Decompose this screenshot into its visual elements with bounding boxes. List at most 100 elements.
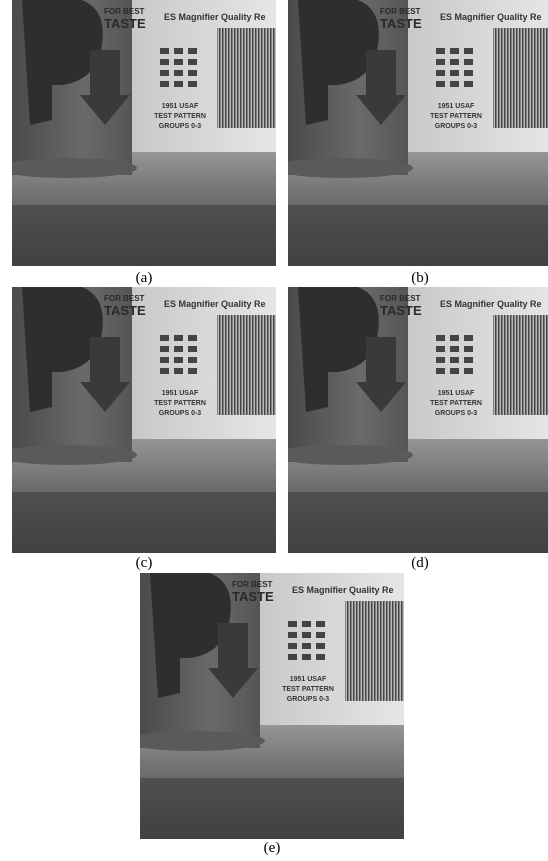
usaf-bars bbox=[174, 368, 183, 374]
usaf-bars bbox=[188, 59, 197, 65]
card-title: ES Magnifier Quality Re bbox=[164, 299, 266, 309]
caption: (e) bbox=[140, 840, 404, 857]
usaf-bars bbox=[436, 368, 445, 374]
usaf-bars bbox=[464, 81, 473, 87]
usaf-bars bbox=[174, 59, 183, 65]
card-title: ES Magnifier Quality Re bbox=[440, 299, 542, 309]
test-stripes bbox=[493, 315, 548, 415]
test-stripes bbox=[345, 601, 404, 701]
usaf-bars bbox=[188, 346, 197, 352]
usaf-bars bbox=[450, 48, 459, 54]
usaf-bars bbox=[188, 357, 197, 363]
table-edge bbox=[288, 205, 548, 266]
pattern-text: GROUPS 0-3 bbox=[287, 696, 330, 703]
can-text: FOR BEST bbox=[104, 7, 145, 16]
usaf-bars bbox=[450, 70, 459, 76]
usaf-bars bbox=[464, 357, 473, 363]
usaf-bars bbox=[302, 654, 311, 660]
test-stripes bbox=[217, 315, 276, 415]
pattern-text: TEST PATTERN bbox=[154, 400, 206, 407]
pattern-text: 1951 USAF bbox=[438, 103, 475, 110]
usaf-bars bbox=[464, 346, 473, 352]
pattern-text: GROUPS 0-3 bbox=[435, 123, 478, 130]
usaf-bars bbox=[316, 632, 325, 638]
usaf-bars bbox=[174, 70, 183, 76]
figure: FOR BESTTASTEES Magnifier Quality Re1951… bbox=[0, 0, 548, 861]
can-text: TASTE bbox=[104, 16, 146, 31]
card-title: ES Magnifier Quality Re bbox=[440, 12, 542, 22]
usaf-bars bbox=[160, 335, 169, 341]
can-text: TASTE bbox=[380, 16, 422, 31]
usaf-bars bbox=[450, 335, 459, 341]
usaf-bars bbox=[160, 346, 169, 352]
usaf-bars bbox=[464, 59, 473, 65]
usaf-bars bbox=[188, 70, 197, 76]
pattern-text: TEST PATTERN bbox=[430, 400, 482, 407]
usaf-bars bbox=[160, 81, 169, 87]
usaf-bars bbox=[464, 70, 473, 76]
usaf-bars bbox=[288, 654, 297, 660]
photo: FOR BESTTASTEES Magnifier Quality Re1951… bbox=[288, 0, 548, 266]
usaf-bars bbox=[316, 621, 325, 627]
usaf-bars bbox=[160, 48, 169, 54]
usaf-bars bbox=[450, 81, 459, 87]
usaf-bars bbox=[316, 643, 325, 649]
usaf-bars bbox=[464, 368, 473, 374]
pattern-text: TEST PATTERN bbox=[430, 113, 482, 120]
usaf-bars bbox=[188, 368, 197, 374]
test-stripes bbox=[217, 28, 276, 128]
usaf-bars bbox=[450, 346, 459, 352]
test-stripes bbox=[493, 28, 548, 128]
pattern-text: 1951 USAF bbox=[162, 390, 199, 397]
can-text: FOR BEST bbox=[232, 580, 273, 589]
usaf-bars bbox=[436, 59, 445, 65]
usaf-bars bbox=[302, 621, 311, 627]
table-edge bbox=[288, 492, 548, 553]
can-text: FOR BEST bbox=[380, 294, 421, 303]
pattern-text: GROUPS 0-3 bbox=[435, 410, 478, 417]
table-edge bbox=[12, 205, 276, 266]
pattern-text: GROUPS 0-3 bbox=[159, 123, 202, 130]
caption: (c) bbox=[12, 555, 276, 572]
card-title: ES Magnifier Quality Re bbox=[164, 12, 266, 22]
caption: (b) bbox=[288, 270, 548, 287]
usaf-bars bbox=[174, 335, 183, 341]
usaf-bars bbox=[436, 346, 445, 352]
usaf-bars bbox=[160, 59, 169, 65]
usaf-bars bbox=[188, 48, 197, 54]
usaf-bars bbox=[288, 643, 297, 649]
usaf-bars bbox=[464, 48, 473, 54]
usaf-bars bbox=[188, 335, 197, 341]
pattern-text: 1951 USAF bbox=[438, 390, 475, 397]
can-text: TASTE bbox=[232, 589, 274, 604]
usaf-bars bbox=[288, 621, 297, 627]
usaf-bars bbox=[188, 81, 197, 87]
pattern-text: TEST PATTERN bbox=[154, 113, 206, 120]
table-edge bbox=[140, 778, 404, 839]
usaf-bars bbox=[160, 357, 169, 363]
usaf-bars bbox=[160, 368, 169, 374]
usaf-bars bbox=[302, 643, 311, 649]
usaf-bars bbox=[436, 357, 445, 363]
usaf-bars bbox=[160, 70, 169, 76]
pattern-text: GROUPS 0-3 bbox=[159, 410, 202, 417]
usaf-bars bbox=[436, 70, 445, 76]
caption: (a) bbox=[12, 270, 276, 287]
can-text: TASTE bbox=[380, 303, 422, 318]
pattern-text: 1951 USAF bbox=[162, 103, 199, 110]
usaf-bars bbox=[316, 654, 325, 660]
usaf-bars bbox=[288, 632, 297, 638]
card-title: ES Magnifier Quality Re bbox=[292, 585, 394, 595]
usaf-bars bbox=[174, 48, 183, 54]
pattern-text: TEST PATTERN bbox=[282, 686, 334, 693]
usaf-bars bbox=[464, 335, 473, 341]
usaf-bars bbox=[450, 59, 459, 65]
can-text: TASTE bbox=[104, 303, 146, 318]
usaf-bars bbox=[450, 368, 459, 374]
usaf-bars bbox=[174, 357, 183, 363]
caption: (d) bbox=[288, 555, 548, 572]
